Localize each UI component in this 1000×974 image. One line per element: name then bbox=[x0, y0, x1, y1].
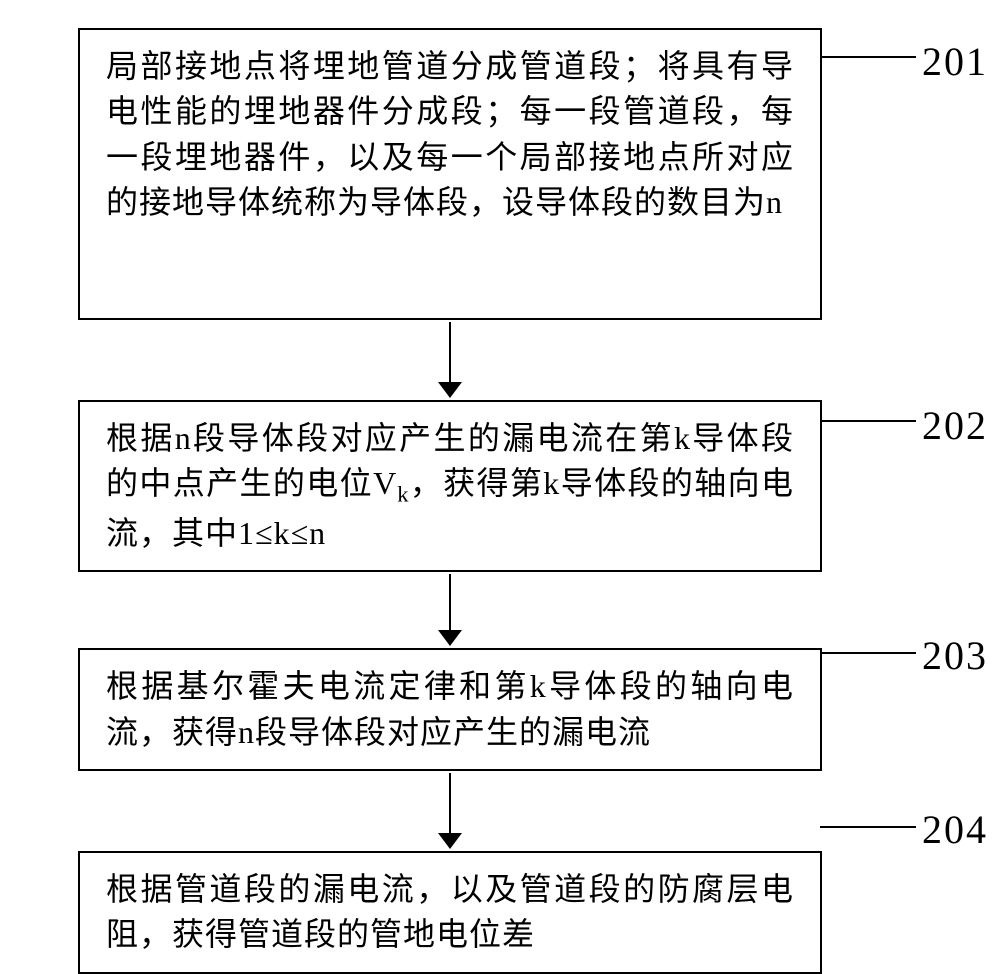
arrow-down-icon bbox=[438, 574, 462, 646]
arrow-down-icon bbox=[438, 773, 462, 849]
arrow-connector bbox=[78, 773, 822, 849]
step-label-201: 201 bbox=[922, 38, 988, 85]
step-label-202: 202 bbox=[922, 402, 988, 449]
subscript: k bbox=[397, 482, 409, 507]
flow-step-204: 根据管道段的漏电流，以及管道段的防腐层电阻，获得管道段的管地电位差 bbox=[78, 851, 822, 974]
step-label-204: 204 bbox=[922, 806, 988, 853]
lead-line bbox=[820, 56, 916, 58]
flowchart-container: 局部接地点将埋地管道分成管道段；将具有导电性能的埋地器件分成段；每一段管道段，每… bbox=[78, 28, 822, 974]
lead-line bbox=[820, 826, 916, 828]
arrow-down-icon bbox=[438, 322, 462, 398]
flow-step-203: 根据基尔霍夫电流定律和第k导体段的轴向电流，获得n段导体段对应产生的漏电流 bbox=[78, 648, 822, 771]
step-text: 局部接地点将埋地管道分成管道段；将具有导电性能的埋地器件分成段；每一段管道段，每… bbox=[106, 48, 794, 220]
step-label-203: 203 bbox=[922, 632, 988, 679]
flow-step-202: 根据n段导体段对应产生的漏电流在第k导体段的中点产生的电位Vk，获得第k导体段的… bbox=[78, 400, 822, 572]
lead-line bbox=[820, 420, 916, 422]
step-text: 根据基尔霍夫电流定律和第k导体段的轴向电流，获得n段导体段对应产生的漏电流 bbox=[106, 668, 794, 749]
arrow-connector bbox=[78, 574, 822, 646]
step-text: 根据管道段的漏电流，以及管道段的防腐层电阻，获得管道段的管地电位差 bbox=[106, 871, 794, 952]
arrow-connector bbox=[78, 322, 822, 398]
lead-line bbox=[820, 652, 916, 654]
flow-step-201: 局部接地点将埋地管道分成管道段；将具有导电性能的埋地器件分成段；每一段管道段，每… bbox=[78, 28, 822, 320]
